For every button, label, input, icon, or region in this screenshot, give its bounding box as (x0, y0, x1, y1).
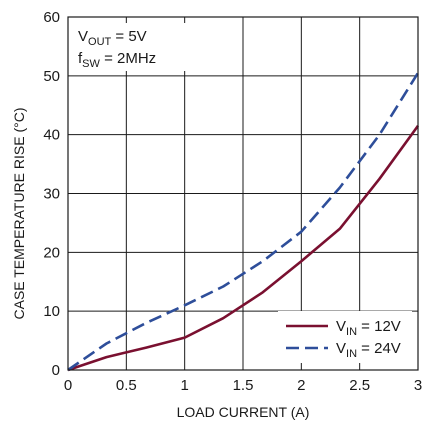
x-tick-label: 1.5 (233, 377, 254, 394)
legend-label-2-rest: = 24V (357, 340, 401, 357)
annotation-1: VOUT = 5V (78, 28, 147, 48)
y-tick-label: 60 (43, 9, 60, 26)
x-tick-label: 1 (180, 377, 188, 394)
y-tick-label: 10 (43, 303, 60, 320)
y-tick-label: 20 (43, 244, 60, 261)
y-tick-label: 50 (43, 68, 60, 85)
x-tick-label: 3 (414, 377, 422, 394)
y-tick-label: 0 (52, 362, 60, 379)
legend-label-1-main: V (336, 318, 346, 335)
x-tick-labels: 0 0.5 1 1.5 2 2.5 3 (64, 377, 422, 394)
legend-label-1-sub: IN (346, 326, 357, 338)
y-axis-label: CASE TEMPERATURE RISE (°C) (11, 108, 27, 320)
legend-label-2-sub: IN (346, 348, 357, 360)
annotation-2-main: f (78, 50, 83, 67)
legend-label-1-rest: = 12V (357, 318, 401, 335)
series-layer (67, 72, 420, 372)
y-tick-labels: 0 10 20 30 40 50 60 (43, 9, 60, 379)
legend-label-2-main: V (336, 340, 346, 357)
legend-background (278, 311, 412, 363)
annotation-1-rest: = 5V (111, 28, 146, 45)
series-line-2 (67, 72, 420, 372)
y-tick-label: 40 (43, 127, 60, 144)
x-axis-label: LOAD CURRENT (A) (177, 404, 310, 420)
x-tick-label: 2.5 (349, 377, 370, 394)
x-tick-label: 2 (297, 377, 305, 394)
y-tick-label: 30 (43, 186, 60, 203)
annotation-background (74, 23, 186, 71)
annotation-2: fSW = 2MHz (78, 50, 156, 70)
annotation-2-sub: SW (82, 58, 100, 70)
x-tick-label: 0.5 (116, 377, 137, 394)
legend-label-2: VIN = 24V (336, 340, 401, 360)
annotation-1-sub: OUT (88, 36, 112, 48)
legend-label-1: VIN = 12V (336, 318, 401, 338)
plot-frame (67, 16, 419, 371)
series-line-1 (67, 125, 420, 372)
x-tick-label: 0 (64, 377, 72, 394)
annotation-1-main: V (78, 28, 88, 45)
annotation-2-rest: = 2MHz (100, 50, 156, 67)
